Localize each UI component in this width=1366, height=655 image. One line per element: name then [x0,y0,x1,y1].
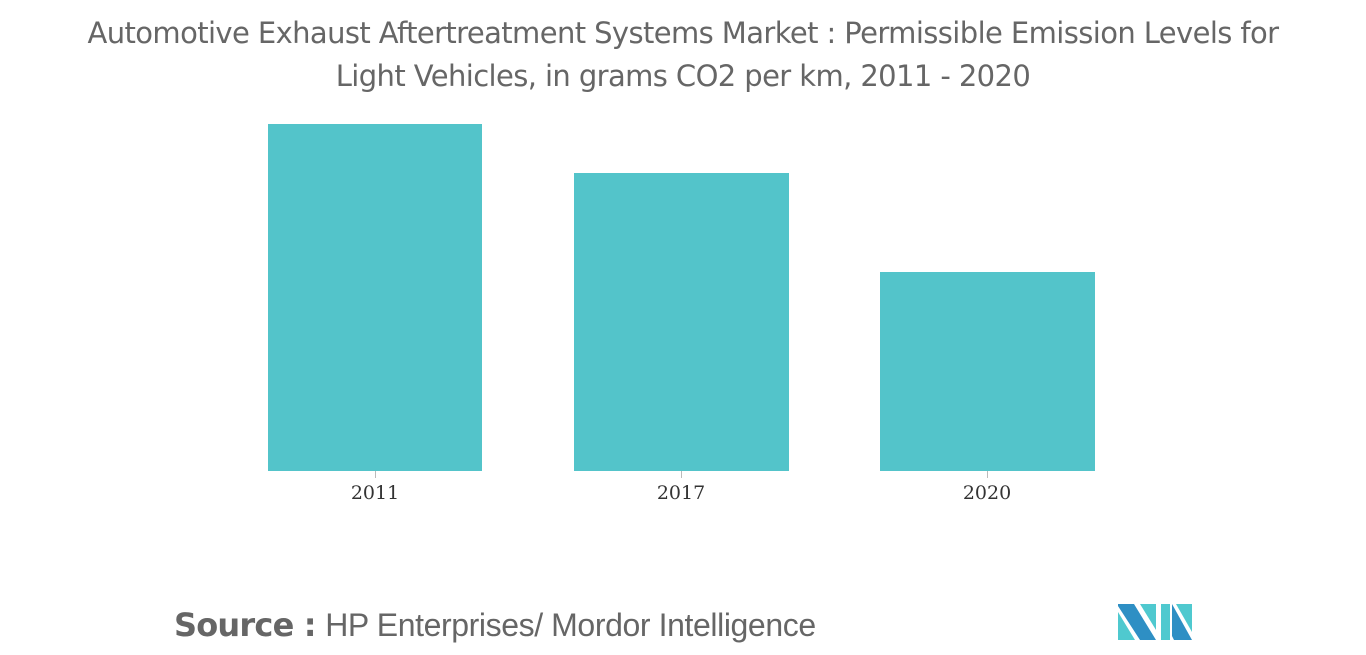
mordor-intelligence-logo-icon [1118,604,1192,640]
x-label-2011: 2011 [350,482,400,504]
x-tick-2017 [681,471,682,478]
bar-2017 [574,173,789,471]
bar-2020 [880,272,1095,471]
chart-title-line-2: Light Vehicles, in grams CO2 per km, 201… [335,59,1031,93]
chart-title: Automotive Exhaust Aftertreatment System… [0,12,1366,98]
x-tick-2020 [987,471,988,478]
x-label-2017: 2017 [656,482,706,504]
source-label: Source : [174,606,317,644]
source-note: Source : HP Enterprises/ Mordor Intellig… [174,606,816,644]
x-tick-2011 [375,471,376,478]
bar-2011 [268,124,482,471]
plot-area: 2011 2017 2020 [268,124,1095,504]
x-label-2020: 2020 [962,482,1012,504]
source-text: HP Enterprises/ Mordor Intelligence [325,607,816,643]
chart-title-line-1: Automotive Exhaust Aftertreatment System… [87,16,1279,50]
